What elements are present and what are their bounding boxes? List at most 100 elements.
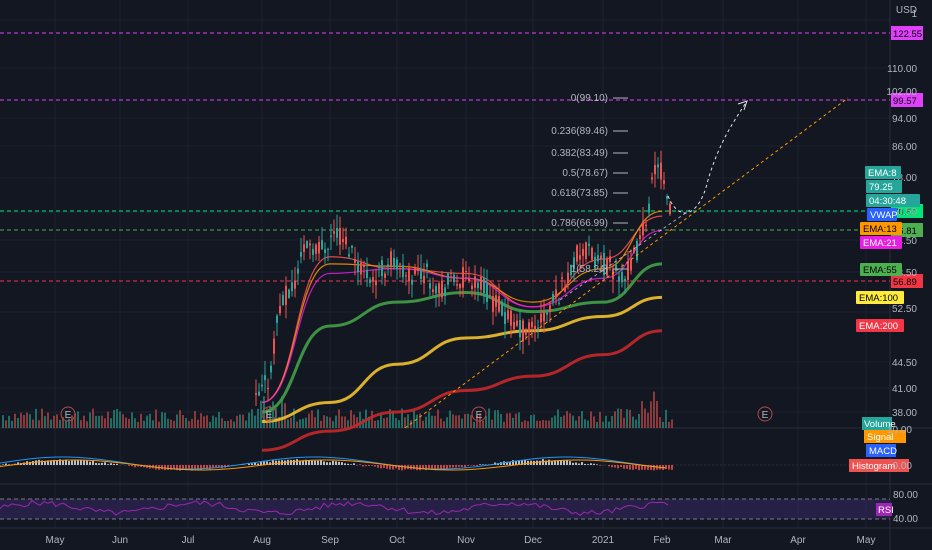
macd-histogram-bar	[338, 461, 340, 465]
macd-histogram-bar	[44, 460, 46, 465]
rsi-pane	[0, 498, 890, 520]
volume-bar	[14, 413, 16, 428]
volume-bar	[218, 411, 220, 428]
macd-pane	[0, 456, 890, 471]
horizontal-level-tag	[891, 274, 923, 288]
macd-histogram-bar	[443, 465, 445, 470]
candle-body	[354, 259, 356, 263]
fib-level-label: 0.236(89.46)	[551, 126, 608, 137]
volume-bar	[437, 409, 439, 428]
macd-histogram-bar	[65, 459, 67, 465]
volume-bar	[422, 420, 424, 428]
volume-bar	[143, 420, 145, 428]
candle-body	[522, 320, 524, 342]
candle-body	[258, 391, 260, 396]
macd-histogram-bar	[290, 459, 292, 465]
volume-bar	[461, 418, 463, 428]
macd-histogram-bar	[344, 463, 346, 465]
macd-histogram-bar	[557, 460, 559, 465]
macd-histogram-bar	[584, 463, 586, 465]
volume-bar	[473, 421, 475, 428]
time-axis-tick: 2021	[592, 535, 615, 546]
volume-bar	[458, 415, 460, 428]
candle-body	[411, 279, 413, 285]
volume-bar	[68, 418, 70, 428]
volume-bar	[497, 410, 499, 428]
price-axis-tick: 110.00	[887, 64, 917, 75]
macd-histogram-bar	[578, 463, 580, 465]
candle-body	[630, 259, 632, 271]
macd-histogram-bar	[635, 465, 637, 469]
price-tag	[860, 236, 902, 249]
volume-bar	[176, 414, 178, 428]
volume-bar	[131, 412, 133, 428]
time-axis-tick: Sep	[321, 535, 339, 546]
price-axis-tick: 78.00	[892, 173, 917, 184]
macd-histogram-bar	[596, 464, 598, 465]
macd-histogram-bar	[551, 461, 553, 465]
macd-histogram-bar	[362, 465, 364, 467]
volume-bar	[353, 414, 355, 428]
candle-body	[573, 257, 575, 269]
candle-body	[582, 249, 584, 256]
macd-histogram-bar	[74, 460, 76, 465]
candle-body	[558, 302, 560, 304]
candle-body	[366, 269, 368, 278]
candle-body	[342, 239, 344, 242]
candle-body	[654, 165, 656, 175]
volume-bar	[275, 408, 277, 428]
volume-bar	[2, 415, 4, 428]
volume-bar	[149, 413, 151, 428]
volume-bar	[440, 418, 442, 428]
macd-histogram-bar	[101, 462, 103, 465]
macd-histogram-bar	[248, 463, 250, 465]
volume-bar	[491, 419, 493, 428]
volume-bar	[644, 408, 646, 428]
macd-histogram-bar	[572, 462, 574, 465]
candle-body	[636, 241, 638, 261]
macd-histogram-bar	[350, 464, 352, 465]
candle-body	[261, 384, 263, 387]
price-tag-text: EMA:8	[868, 168, 897, 179]
macd-histogram-bar	[50, 460, 52, 465]
fib-diagonal	[559, 209, 691, 301]
macd-histogram-bar	[626, 465, 628, 469]
time-axis-tick: Oct	[389, 535, 405, 546]
volume-bar	[602, 421, 604, 428]
macd-histogram-bar	[170, 465, 172, 470]
volume-bar	[104, 418, 106, 428]
fib-level-label: 0(99.10)	[571, 93, 608, 104]
volume-bar	[74, 413, 76, 428]
candle-body	[432, 289, 434, 292]
horizontal-level-tag	[891, 204, 923, 218]
macd-histogram-bar	[644, 465, 646, 470]
candle-body	[651, 177, 653, 180]
candle-body	[384, 273, 386, 278]
macd-histogram-bar	[308, 460, 310, 465]
macd-histogram-bar	[434, 465, 436, 471]
volume-bar	[593, 416, 595, 428]
macd-histogram-bar	[251, 463, 253, 465]
price-tag	[866, 180, 902, 193]
candle-body	[456, 284, 458, 286]
horizontal-level-value: 122.55	[893, 29, 922, 40]
candle-body	[321, 240, 323, 250]
candle-body	[585, 242, 587, 259]
candle-body	[510, 310, 512, 326]
macd-histogram-bar	[131, 465, 133, 467]
candle-body	[390, 251, 392, 266]
candle-body	[357, 261, 359, 273]
candle-body	[579, 255, 581, 260]
volume-bar	[566, 411, 568, 428]
macd-legend-label: Histogram	[852, 461, 895, 472]
macd-histogram-bar	[326, 462, 328, 465]
volume-bar	[515, 413, 517, 428]
volume-bar	[206, 415, 208, 428]
time-axis-tick: May	[46, 535, 65, 546]
candle-body	[279, 306, 281, 314]
macd-histogram-bar	[464, 465, 466, 468]
macd-histogram-bar	[650, 465, 652, 471]
candle-body	[255, 393, 257, 395]
